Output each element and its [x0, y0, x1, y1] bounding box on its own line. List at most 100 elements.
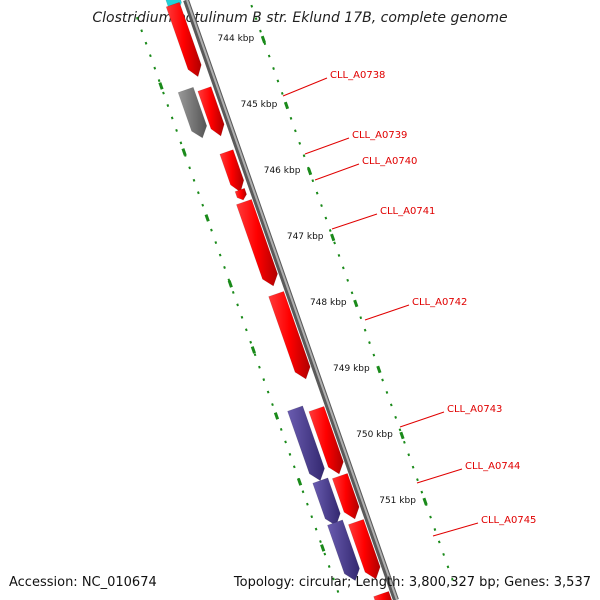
tick-dot [253, 353, 257, 357]
label-leader-line [399, 411, 445, 428]
gene-label: CLL_A0739 [352, 130, 407, 141]
purple-feature [312, 477, 341, 527]
tick-label: 749 kbp [333, 364, 370, 374]
tick-dot [336, 589, 340, 593]
tick-label: 750 kbp [356, 430, 393, 440]
tick-dot [324, 216, 328, 220]
tick-dot [149, 54, 152, 58]
cds-arrow [331, 472, 360, 520]
tick-dot [327, 565, 331, 568]
tick-dot [284, 440, 287, 444]
tick-dot [311, 179, 315, 183]
tick-dot [250, 4, 254, 8]
tick-dot [144, 41, 148, 45]
gene-label: CLL_A0738 [330, 70, 385, 81]
tick-dot [262, 378, 266, 382]
tick-dot [280, 91, 284, 95]
tick-dot [411, 465, 415, 469]
tick-dot [236, 303, 239, 307]
backbone-highlight [186, 0, 398, 600]
label-leader-line [331, 213, 378, 230]
cds-arrow [197, 86, 225, 137]
label-layer: CLL_A0738 CLL_A0739 CLL_A0740 CLL_A0741 CLL_… [282, 70, 536, 537]
tick-dot [254, 17, 258, 21]
tick-dot [385, 390, 389, 394]
tick-dot [319, 540, 322, 544]
label-leader-line [314, 163, 360, 181]
cds-arrow [268, 290, 311, 380]
tick-dot [292, 465, 296, 469]
tick-dot [398, 428, 402, 432]
tick-dot [289, 116, 293, 120]
tick-layer: 744 kbp 745 kbp 746 kbp 747 kbp 748 kbp 749 k… [135, 4, 454, 593]
major-tick [283, 101, 290, 110]
tick-dot [276, 79, 280, 83]
major-tick [353, 299, 359, 308]
accession-text: Accession: NC_010674 [9, 575, 157, 590]
tick-label: 745 kbp [241, 100, 278, 110]
label-leader-line [304, 137, 350, 155]
major-tick [422, 497, 428, 506]
tick-dot [359, 316, 363, 320]
cds-arrow [308, 405, 344, 475]
major-tick [181, 148, 187, 156]
tick-dot [197, 191, 200, 195]
tick-dot [259, 29, 262, 33]
gene-label: CLL_A0741 [380, 206, 435, 217]
genome-summary-text: Topology: circular; Length: 3,800,327 bp… [233, 575, 591, 590]
tick-dot [420, 490, 424, 494]
tick-dot [306, 502, 309, 506]
gene-label: CLL_A0743 [447, 404, 502, 415]
tick-dot [157, 79, 161, 83]
tick-dot [218, 253, 222, 257]
label-leader-line [416, 468, 463, 484]
tick-dot [271, 403, 274, 407]
tick-dot [437, 540, 441, 544]
tick-dot [328, 229, 332, 232]
tick-dot [140, 29, 144, 33]
tick-dot [429, 515, 432, 519]
tick-dot [298, 141, 302, 145]
gene-label: CLL_A0745 [481, 515, 536, 526]
tick-dot [214, 241, 218, 245]
major-tick [376, 365, 382, 374]
tick-dot [368, 341, 371, 345]
tick-dot [258, 365, 261, 369]
major-tick [250, 346, 256, 354]
major-tick [260, 35, 266, 44]
cds-arrow [373, 590, 393, 600]
tick-dot [266, 390, 270, 394]
tick-dot [188, 166, 191, 170]
tick-label: 744 kbp [218, 34, 255, 44]
tick-dot [170, 116, 174, 120]
major-tick [273, 412, 280, 420]
tick-dot [389, 403, 393, 407]
tick-dot [350, 291, 354, 295]
tick-dot [263, 42, 267, 46]
major-tick [297, 478, 303, 486]
tick-dot [279, 427, 283, 431]
major-tick [320, 544, 326, 552]
tick-dot [301, 490, 305, 494]
tick-dot [272, 67, 275, 70]
cds-arrow [236, 198, 278, 287]
label-leader-line [282, 77, 328, 97]
tick-label: 747 kbp [287, 232, 324, 242]
tick-dot [162, 91, 165, 95]
tick-dot [323, 552, 327, 556]
tick-dot [333, 241, 336, 245]
tick-dot [346, 278, 350, 282]
tick-dot [201, 203, 205, 207]
tick-dot [450, 577, 454, 581]
tick-dot [416, 478, 419, 482]
major-tick [399, 431, 405, 440]
tick-dot [446, 565, 450, 569]
gene-label: CLL_A0744 [465, 461, 520, 472]
tick-dot [294, 129, 297, 133]
tick-dot [166, 104, 170, 107]
major-tick [330, 233, 336, 242]
tick-dot [332, 577, 335, 581]
backbone-layer [183, 0, 399, 600]
tick-label: 751 kbp [379, 496, 416, 506]
cds-arrow [165, 1, 202, 78]
